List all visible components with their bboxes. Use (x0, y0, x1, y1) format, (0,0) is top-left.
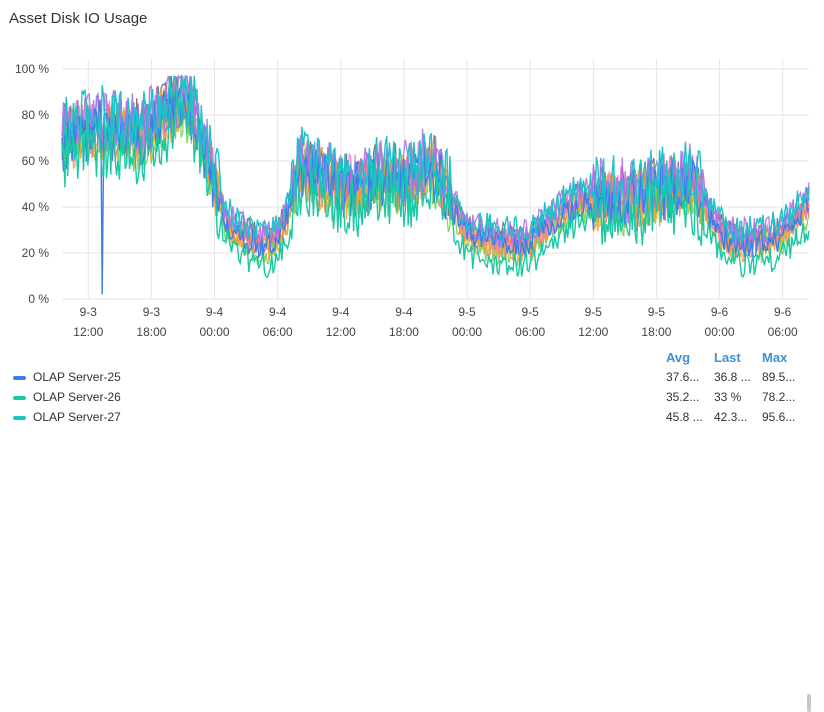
x-tick-label: 9-4 (332, 305, 350, 319)
x-tick-label: 00:00 (452, 325, 482, 339)
legend-series-name: OLAP Server-26 (33, 390, 121, 404)
x-tick-label: 18:00 (641, 325, 671, 339)
x-tick-label: 9-4 (206, 305, 224, 319)
panel-title: Asset Disk IO Usage (9, 10, 148, 27)
x-tick-label: 9-4 (269, 305, 287, 319)
legend-swatch (13, 416, 26, 420)
x-tick-label: 12:00 (578, 325, 608, 339)
series-line (61, 73, 810, 246)
y-tick-label: 0 % (28, 292, 49, 306)
legend-col-max[interactable]: Max (762, 350, 788, 365)
x-tick-label: 9-3 (143, 305, 161, 319)
x-tick-label: 9-5 (585, 305, 603, 319)
y-tick-label: 100 % (15, 62, 49, 76)
x-tick-label: 06:00 (515, 325, 545, 339)
legend-item[interactable]: OLAP Server-26 35.2... 33 % 78.2... (0, 390, 800, 410)
y-tick-label: 60 % (22, 154, 50, 168)
y-tick-label: 20 % (22, 246, 50, 260)
x-tick-label: 18:00 (136, 325, 166, 339)
legend-last: 42.3... (714, 410, 748, 424)
legend-series-name: OLAP Server-25 (33, 370, 121, 384)
legend-avg: 37.6... (666, 370, 700, 384)
legend-max: 95.6... (762, 410, 796, 424)
x-tick-label: 12:00 (73, 325, 103, 339)
x-tick-label: 9-6 (711, 305, 729, 319)
legend-avg: 35.2... (666, 390, 700, 404)
series-line (61, 81, 810, 295)
legend-series-name: OLAP Server-27 (33, 410, 121, 424)
series-line (61, 75, 810, 244)
legend-swatch (13, 396, 26, 400)
legend: Avg Last Max OLAP Server-25 37.6... 36.8… (0, 346, 824, 712)
legend-col-last[interactable]: Last (714, 350, 741, 365)
legend-swatch (13, 376, 26, 380)
legend-scrollbar[interactable] (807, 694, 811, 712)
legend-item[interactable]: OLAP Server-25 37.6... 36.8 ... 89.5... (0, 370, 800, 390)
x-tick-label: 9-3 (80, 305, 98, 319)
legend-item[interactable]: OLAP Server-27 45.8 ... 42.3... 95.6... (0, 410, 800, 430)
x-tick-label: 9-5 (648, 305, 666, 319)
x-tick-label: 18:00 (389, 325, 419, 339)
legend-max: 89.5... (762, 370, 796, 384)
line-chart: 0 % 20 % 40 % 60 % 80 % 100 % 9-3 12:00 9-3 18:00… (15, 59, 810, 339)
x-tick-label: 9-6 (774, 305, 792, 319)
legend-max: 78.2... (762, 390, 796, 404)
legend-col-avg[interactable]: Avg (666, 350, 691, 365)
x-tick-label: 9-4 (395, 305, 413, 319)
x-tick-label: 12:00 (326, 325, 356, 339)
x-tick-label: 9-5 (458, 305, 476, 319)
x-tick-label: 00:00 (705, 325, 735, 339)
legend-last: 33 % (714, 390, 742, 404)
x-tick-label: 00:00 (200, 325, 230, 339)
x-tick-label: 06:00 (768, 325, 798, 339)
x-tick-label: 9-5 (522, 305, 540, 319)
panel: Asset Disk IO Usage 0 % 20 % 40 % 60 % 80 % 1… (0, 10, 824, 712)
y-tick-label: 80 % (22, 108, 50, 122)
x-tick-label: 06:00 (263, 325, 293, 339)
y-tick-label: 40 % (22, 200, 50, 214)
legend-avg: 45.8 ... (666, 410, 703, 424)
legend-last: 36.8 ... (714, 370, 751, 384)
